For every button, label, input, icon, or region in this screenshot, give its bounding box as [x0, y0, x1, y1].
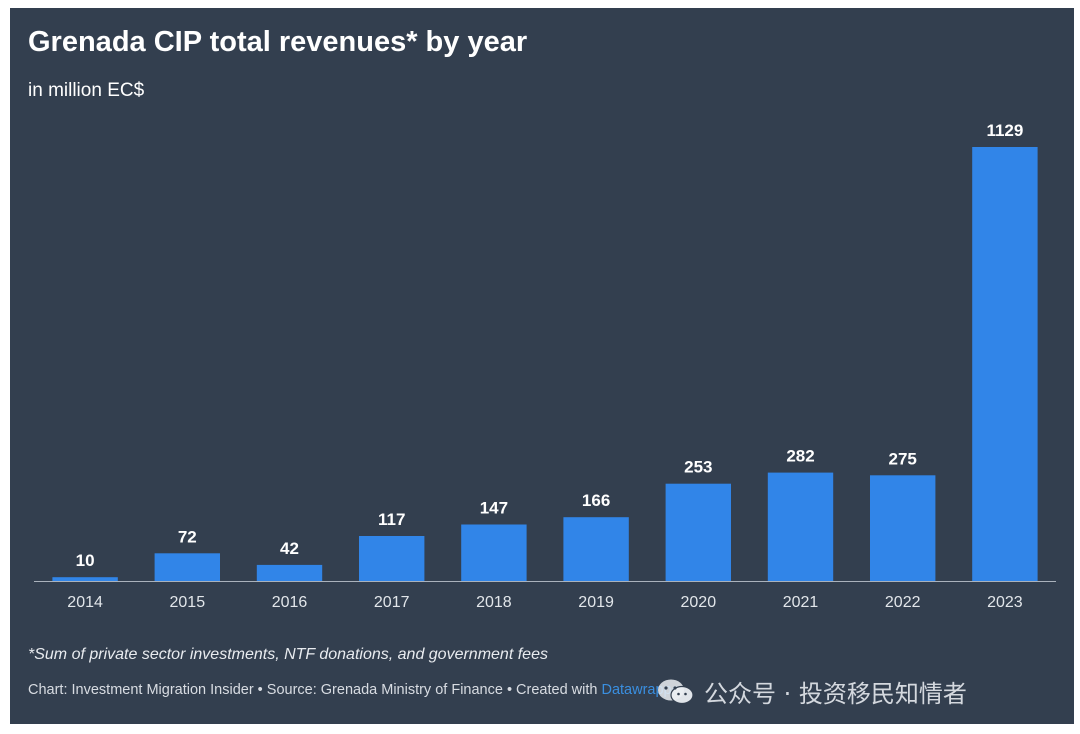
x-tick-labels-group: 2014 2015 2016 2017 2018 2019 2020 2021 2022 2023 [67, 594, 1022, 611]
bar-2015 [154, 553, 220, 581]
watermark-text: 公众号 · 投资移民知情者 [704, 680, 967, 708]
x-tick-2014: 2014 [67, 594, 103, 611]
bar-2014 [52, 577, 118, 581]
bars-group [52, 147, 1038, 581]
bar-2016 [256, 564, 323, 581]
chart-subtitle: in million EC$ [28, 80, 145, 101]
value-labels-group: 10 72 42 117 147 166 253 282 275 1129 [76, 121, 1024, 570]
x-tick-2019: 2019 [578, 594, 614, 611]
value-label-2016: 42 [280, 539, 299, 558]
chart-card: Grenada CIP total revenues* by year in m… [10, 8, 1074, 724]
value-label-2018: 147 [480, 499, 508, 518]
chart-title: Grenada CIP total revenues* by year [28, 26, 528, 58]
value-label-2019: 166 [582, 491, 610, 510]
x-tick-2020: 2020 [681, 594, 717, 611]
x-tick-2018: 2018 [476, 594, 512, 611]
x-tick-2016: 2016 [272, 594, 308, 611]
bar-2021 [767, 472, 834, 581]
wechat-icon [658, 679, 694, 704]
x-tick-2017: 2017 [374, 594, 410, 611]
value-label-2015: 72 [178, 527, 197, 546]
x-tick-2022: 2022 [885, 594, 921, 611]
x-tick-2023: 2023 [987, 594, 1023, 611]
value-label-2021: 282 [786, 447, 814, 466]
bar-2018 [461, 524, 527, 581]
value-label-2020: 253 [684, 458, 712, 477]
value-label-2017: 117 [378, 510, 405, 529]
value-label-2022: 275 [889, 449, 917, 468]
chart-credit: Chart: Investment Migration Insider • So… [28, 682, 685, 698]
bar-2023 [972, 147, 1038, 581]
x-tick-2015: 2015 [170, 594, 206, 611]
bar-2020 [665, 483, 731, 581]
bar-2017 [359, 536, 425, 581]
credit-text: Chart: Investment Migration Insider • So… [28, 682, 602, 698]
watermark: 公众号 · 投资移民知情者 [656, 674, 967, 709]
bar-2019 [563, 517, 629, 581]
value-label-2014: 10 [76, 551, 95, 570]
bar-2022 [870, 475, 936, 581]
x-tick-2021: 2021 [783, 594, 819, 611]
footnote: *Sum of private sector investments, NTF … [28, 646, 548, 663]
value-label-2023: 1129 [986, 121, 1023, 140]
